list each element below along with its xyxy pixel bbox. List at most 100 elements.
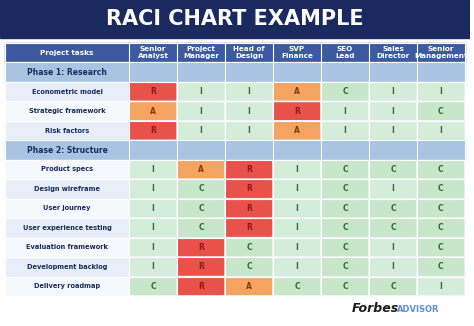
Text: R: R	[246, 204, 252, 213]
FancyBboxPatch shape	[419, 239, 464, 256]
Text: RACI CHART EXAMPLE: RACI CHART EXAMPLE	[106, 9, 364, 29]
FancyBboxPatch shape	[322, 181, 367, 197]
Bar	[225, 101, 273, 121]
Bar	[177, 276, 225, 296]
FancyBboxPatch shape	[131, 122, 175, 139]
Bar	[417, 43, 465, 63]
Bar	[129, 199, 177, 218]
Bar	[273, 43, 321, 63]
Bar	[5, 140, 465, 160]
Bar	[177, 218, 225, 238]
FancyBboxPatch shape	[227, 122, 272, 139]
FancyBboxPatch shape	[179, 278, 224, 294]
Text: I: I	[296, 185, 299, 193]
Bar	[225, 238, 273, 257]
FancyBboxPatch shape	[179, 200, 224, 217]
Text: C: C	[390, 165, 396, 174]
Bar	[177, 82, 225, 101]
Bar	[129, 101, 177, 121]
Text: Econometric model: Econometric model	[32, 89, 102, 95]
Text: I: I	[392, 185, 394, 193]
Bar	[369, 199, 417, 218]
FancyBboxPatch shape	[371, 200, 416, 217]
FancyBboxPatch shape	[274, 220, 319, 236]
FancyBboxPatch shape	[227, 83, 272, 100]
Text: C: C	[342, 223, 348, 232]
Bar	[417, 101, 465, 121]
FancyBboxPatch shape	[371, 278, 416, 294]
Text: I: I	[439, 126, 442, 135]
FancyBboxPatch shape	[419, 220, 464, 236]
Text: SVP
Finance: SVP Finance	[281, 46, 313, 59]
FancyBboxPatch shape	[131, 103, 175, 119]
Text: C: C	[342, 262, 348, 271]
FancyBboxPatch shape	[274, 161, 319, 178]
FancyBboxPatch shape	[274, 200, 319, 217]
FancyBboxPatch shape	[274, 278, 319, 294]
Text: Project tasks: Project tasks	[40, 50, 94, 56]
Text: R: R	[198, 262, 204, 271]
Text: A: A	[246, 282, 252, 291]
Bar	[129, 121, 177, 140]
Bar	[273, 101, 321, 121]
FancyBboxPatch shape	[131, 161, 175, 178]
Text: C: C	[390, 282, 396, 291]
Text: I: I	[152, 243, 155, 252]
Text: I: I	[296, 165, 299, 174]
Bar	[5, 160, 129, 179]
Bar	[177, 160, 225, 179]
Bar	[129, 160, 177, 179]
Text: I: I	[344, 107, 346, 116]
Bar	[321, 179, 369, 199]
Text: C: C	[246, 243, 252, 252]
FancyBboxPatch shape	[274, 103, 319, 119]
Bar	[177, 257, 225, 276]
FancyBboxPatch shape	[419, 83, 464, 100]
FancyBboxPatch shape	[274, 122, 319, 139]
Bar	[321, 257, 369, 276]
FancyBboxPatch shape	[419, 161, 464, 178]
Text: A: A	[198, 165, 204, 174]
Text: R: R	[294, 107, 300, 116]
Bar	[273, 160, 321, 179]
Text: I: I	[200, 87, 202, 96]
FancyBboxPatch shape	[179, 122, 224, 139]
Bar	[369, 121, 417, 140]
Bar	[225, 160, 273, 179]
Text: I: I	[200, 126, 202, 135]
FancyBboxPatch shape	[179, 103, 224, 119]
Bar	[417, 218, 465, 238]
Bar	[129, 179, 177, 199]
FancyBboxPatch shape	[227, 239, 272, 256]
Bar	[273, 218, 321, 238]
Bar	[5, 276, 129, 296]
Bar	[273, 179, 321, 199]
Bar	[225, 257, 273, 276]
Text: Senior
Analyst: Senior Analyst	[137, 46, 169, 59]
Bar	[5, 218, 129, 238]
Bar	[273, 276, 321, 296]
Bar	[369, 43, 417, 63]
FancyBboxPatch shape	[179, 220, 224, 236]
Text: Head of
Design: Head of Design	[233, 46, 265, 59]
Text: C: C	[342, 204, 348, 213]
FancyBboxPatch shape	[371, 122, 416, 139]
Text: A: A	[294, 126, 300, 135]
Text: I: I	[247, 87, 250, 96]
Text: I: I	[247, 126, 250, 135]
Text: Senior
Management: Senior Management	[414, 46, 468, 59]
Bar	[129, 276, 177, 296]
Bar	[129, 257, 177, 276]
Text: I: I	[152, 165, 155, 174]
Text: A: A	[150, 107, 156, 116]
Bar	[417, 257, 465, 276]
Bar	[177, 238, 225, 257]
FancyBboxPatch shape	[419, 103, 464, 119]
Text: I: I	[247, 107, 250, 116]
Bar	[129, 218, 177, 238]
Text: C: C	[438, 107, 444, 116]
Text: Development backlog: Development backlog	[27, 264, 107, 270]
Bar	[5, 121, 129, 140]
FancyBboxPatch shape	[419, 259, 464, 275]
Text: I: I	[392, 87, 394, 96]
